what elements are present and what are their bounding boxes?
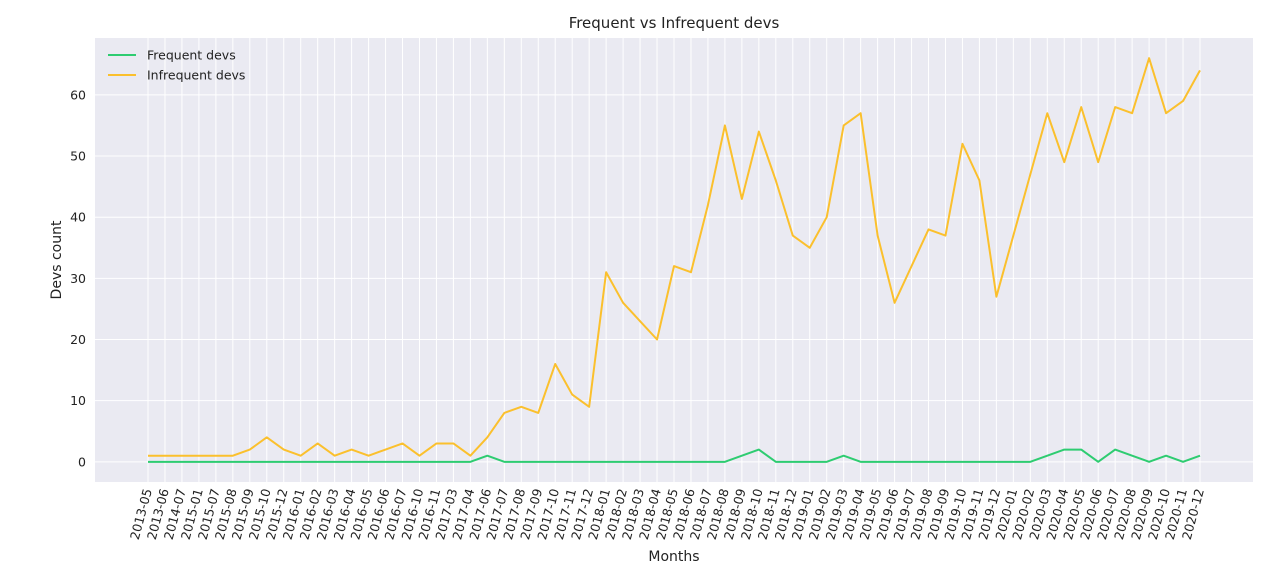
x-axis-label: Months [648,549,699,565]
y-tick-label: 0 [78,454,86,469]
y-tick-label: 60 [70,87,86,102]
y-tick-label: 10 [70,393,86,408]
y-tick-label: 20 [70,332,86,347]
y-tick-label: 40 [70,210,86,225]
chart-title: Frequent vs Infrequent devs [569,14,780,32]
legend-label-infrequent: Infrequent devs [147,68,245,83]
y-tick-label: 50 [70,149,86,164]
y-axis-label: Devs count [49,220,65,299]
series-lines [148,57,1201,463]
x-tick-labels: 2013-052013-062014-072015-012015-072015-… [127,487,1207,541]
grid-lines [95,38,1253,482]
series-line-frequent-devs [148,448,1201,463]
legend: Frequent devs Infrequent devs [108,48,245,83]
series-line-infrequent-devs [148,57,1201,457]
y-tick-label: 30 [70,271,86,286]
legend-label-frequent: Frequent devs [147,48,236,63]
y-tick-labels: 0 10 20 30 40 50 60 [70,87,86,469]
